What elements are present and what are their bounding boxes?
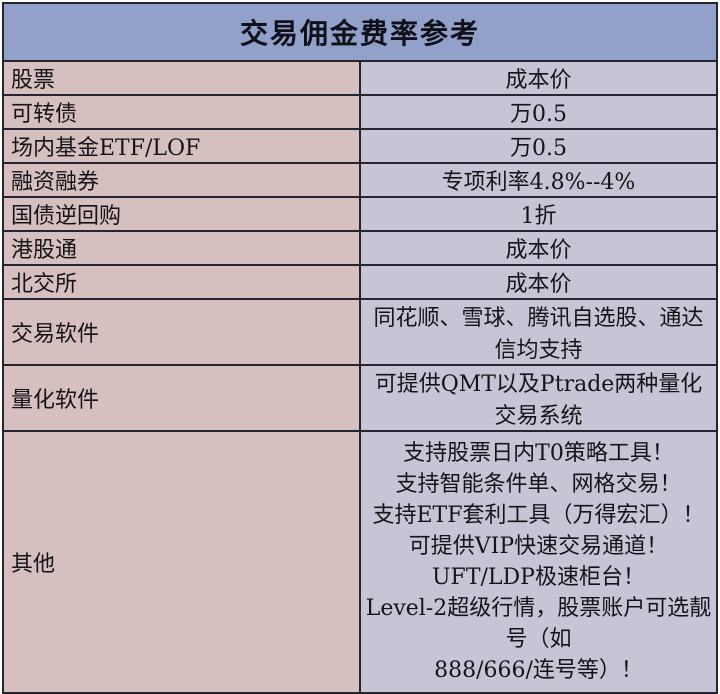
table-row-other: 其他 支持股票日内T0策略工具！ 支持智能条件单、网格交易！ 支持ETF套利工具… bbox=[2, 430, 718, 694]
table-row-margin-trading: 融资融券 专项利率4.8%--4% bbox=[2, 162, 718, 198]
row-value: 成本价 bbox=[359, 230, 718, 266]
row-label: 交易软件 bbox=[2, 298, 361, 366]
title-row: 交易佣金费率参考 bbox=[2, 2, 718, 62]
row-label: 股票 bbox=[2, 60, 361, 96]
row-value: 万0.5 bbox=[359, 128, 718, 164]
row-value: 支持股票日内T0策略工具！ 支持智能条件单、网格交易！ 支持ETF套利工具（万得… bbox=[359, 430, 718, 694]
row-label: 国债逆回购 bbox=[2, 196, 361, 232]
row-value: 万0.5 bbox=[359, 94, 718, 130]
table-row-hk-connect: 港股通 成本价 bbox=[2, 230, 718, 266]
row-value: 可提供QMT以及Ptrade两种量化交易系统 bbox=[359, 364, 718, 432]
table-row-etf-lof: 场内基金ETF/LOF 万0.5 bbox=[2, 128, 718, 164]
row-label: 融资融券 bbox=[2, 162, 361, 198]
row-label: 场内基金ETF/LOF bbox=[2, 128, 361, 164]
row-value: 专项利率4.8%--4% bbox=[359, 162, 718, 198]
table-title: 交易佣金费率参考 bbox=[2, 2, 718, 62]
row-label: 北交所 bbox=[2, 264, 361, 300]
row-label: 港股通 bbox=[2, 230, 361, 266]
row-value: 同花顺、雪球、腾讯自选股、通达信均支持 bbox=[359, 298, 718, 366]
table-row-reverse-repo: 国债逆回购 1折 bbox=[2, 196, 718, 232]
table-row-convertible-bond: 可转债 万0.5 bbox=[2, 94, 718, 130]
row-label: 其他 bbox=[2, 430, 361, 694]
table-row-stock: 股票 成本价 bbox=[2, 60, 718, 96]
table-row-beijing-exchange: 北交所 成本价 bbox=[2, 264, 718, 300]
row-value: 成本价 bbox=[359, 60, 718, 96]
row-label: 可转债 bbox=[2, 94, 361, 130]
table-row-trading-software: 交易软件 同花顺、雪球、腾讯自选股、通达信均支持 bbox=[2, 298, 718, 366]
table-row-quant-software: 量化软件 可提供QMT以及Ptrade两种量化交易系统 bbox=[2, 364, 718, 432]
row-value: 1折 bbox=[359, 196, 718, 232]
row-label: 量化软件 bbox=[2, 364, 361, 432]
row-value: 成本价 bbox=[359, 264, 718, 300]
